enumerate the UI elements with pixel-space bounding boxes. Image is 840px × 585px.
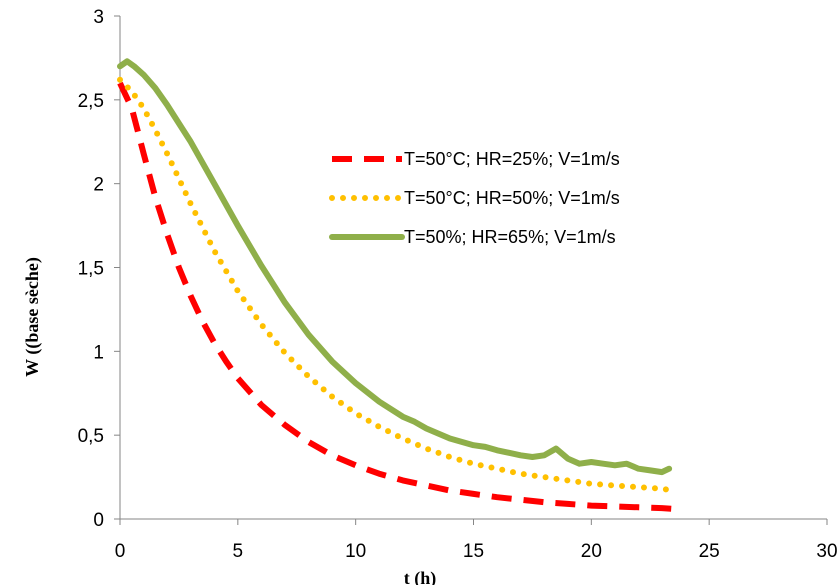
x-tick-label: 20 [581,541,602,562]
x-axis-title: t (h) [404,568,437,585]
series-line-2 [117,76,677,494]
series-layer [117,58,677,512]
legend: T=50°C; HR=25%; V=1m/s T=50°C; HR=50%; V=… [329,149,620,247]
series-line-3 [117,58,673,476]
legend-label-2: T=50°C; HR=50%; V=1m/s [404,188,620,208]
x-tick-label: 30 [816,541,837,562]
legend-label-3: T=50%; HR=65%; V=1m/s [404,227,616,247]
y-axis-title: W ((base sèche) [22,257,43,377]
x-tick-label: 5 [233,541,244,562]
y-tick-label: 1,5 [78,259,104,280]
x-tick-label: 25 [699,541,720,562]
y-tick-label: 2,5 [78,91,104,112]
y-tick-label: 0,5 [78,426,104,447]
y-tick-label: 0 [93,510,104,531]
y-tick-label: 1 [93,342,104,363]
y-tick-label: 2 [93,175,104,196]
x-tick-label: 10 [345,541,366,562]
x-tick-label: 15 [463,541,484,562]
legend-label-1: T=50°C; HR=25%; V=1m/s [404,149,620,169]
axes: 00,511,522,530 5 10 15 20 25 30 [78,7,838,562]
x-tick-label: 0 [115,541,126,562]
series-line-1 [117,81,675,512]
y-tick-label: 3 [93,7,104,28]
